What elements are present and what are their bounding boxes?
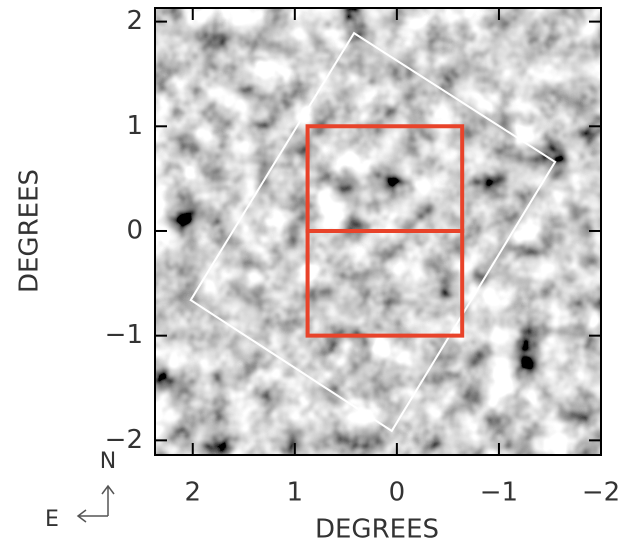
y-tick-label: 2 (126, 6, 143, 36)
x-tick-label: 0 (389, 478, 406, 508)
x-tick-label: −1 (480, 478, 518, 508)
y-tick-label: 0 (126, 215, 143, 245)
y-tick-label: −2 (105, 425, 143, 455)
y-tick-label: 1 (126, 111, 143, 141)
compass-arrows (76, 484, 115, 523)
y-tick-label: −1 (105, 320, 143, 350)
y-axis-label: DEGREES (15, 169, 45, 293)
overlay-outline (305, 228, 465, 338)
x-tick-label: 2 (184, 478, 201, 508)
x-axis-label: DEGREES (315, 515, 439, 545)
overlay-outline (189, 31, 557, 433)
x-tick-label: −2 (582, 478, 620, 508)
compass-east: E (45, 507, 59, 532)
overlays (189, 31, 557, 433)
compass-north: N (100, 449, 116, 474)
x-tick-label: 1 (287, 478, 304, 508)
